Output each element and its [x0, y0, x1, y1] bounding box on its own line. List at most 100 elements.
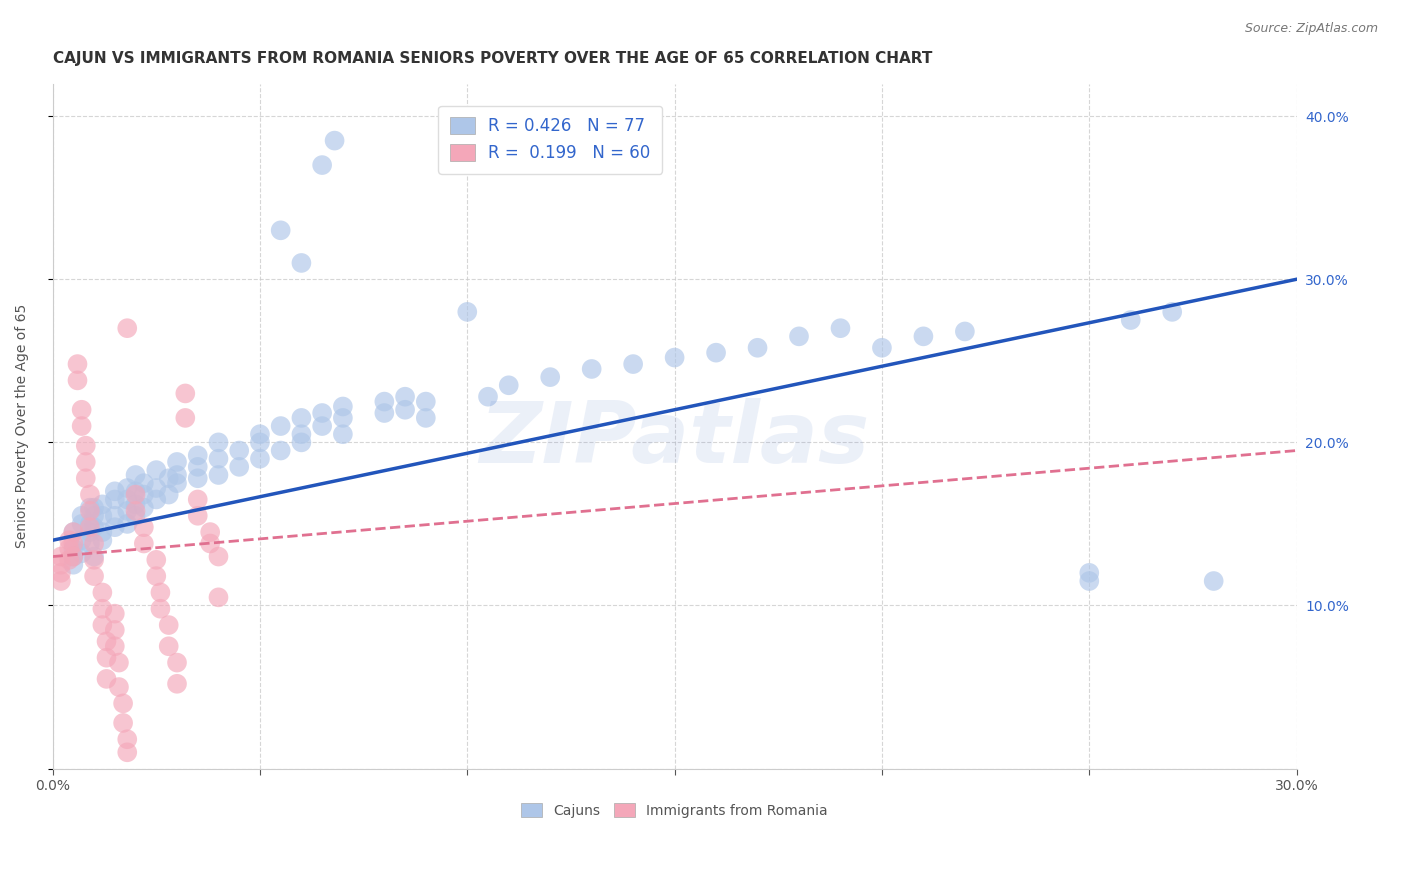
- Point: [104, 484, 127, 499]
- Point: [62, 558, 84, 572]
- Point: [79, 520, 101, 534]
- Point: [332, 411, 354, 425]
- Point: [124, 484, 146, 499]
- Point: [1078, 566, 1101, 580]
- Point: [157, 640, 180, 654]
- Point: [311, 419, 333, 434]
- Point: [373, 394, 395, 409]
- Point: [79, 525, 101, 540]
- Point: [187, 471, 209, 485]
- Point: [145, 481, 167, 495]
- Point: [415, 411, 437, 425]
- Point: [70, 516, 93, 531]
- Point: [49, 549, 72, 564]
- Point: [477, 390, 499, 404]
- Point: [704, 345, 727, 359]
- Point: [58, 541, 80, 556]
- Point: [373, 406, 395, 420]
- Point: [96, 634, 118, 648]
- Point: [228, 443, 250, 458]
- Point: [166, 677, 188, 691]
- Point: [49, 574, 72, 588]
- Point: [157, 471, 180, 485]
- Point: [91, 508, 114, 523]
- Point: [830, 321, 852, 335]
- Point: [132, 476, 155, 491]
- Point: [249, 451, 271, 466]
- Point: [83, 553, 105, 567]
- Point: [132, 536, 155, 550]
- Point: [394, 402, 416, 417]
- Y-axis label: Seniors Poverty Over the Age of 65: Seniors Poverty Over the Age of 65: [15, 304, 30, 549]
- Point: [104, 623, 127, 637]
- Point: [104, 640, 127, 654]
- Point: [117, 516, 139, 531]
- Point: [912, 329, 935, 343]
- Point: [953, 325, 976, 339]
- Point: [187, 508, 209, 523]
- Point: [145, 569, 167, 583]
- Point: [498, 378, 520, 392]
- Point: [187, 459, 209, 474]
- Point: [104, 492, 127, 507]
- Point: [62, 549, 84, 564]
- Point: [394, 390, 416, 404]
- Point: [1119, 313, 1142, 327]
- Point: [96, 650, 118, 665]
- Point: [456, 305, 478, 319]
- Point: [157, 618, 180, 632]
- Point: [323, 134, 346, 148]
- Point: [270, 419, 292, 434]
- Point: [149, 585, 172, 599]
- Point: [96, 672, 118, 686]
- Point: [124, 487, 146, 501]
- Point: [75, 439, 97, 453]
- Point: [198, 536, 221, 550]
- Point: [79, 516, 101, 531]
- Point: [91, 533, 114, 548]
- Point: [145, 492, 167, 507]
- Point: [83, 500, 105, 515]
- Point: [149, 601, 172, 615]
- Text: ZIPatlas: ZIPatlas: [479, 398, 870, 482]
- Point: [332, 400, 354, 414]
- Point: [132, 500, 155, 515]
- Point: [70, 546, 93, 560]
- Point: [108, 680, 131, 694]
- Point: [83, 569, 105, 583]
- Point: [124, 504, 146, 518]
- Point: [124, 497, 146, 511]
- Point: [91, 585, 114, 599]
- Point: [145, 463, 167, 477]
- Point: [747, 341, 769, 355]
- Point: [104, 520, 127, 534]
- Point: [1161, 305, 1184, 319]
- Point: [870, 341, 893, 355]
- Point: [58, 533, 80, 548]
- Point: [249, 435, 271, 450]
- Point: [91, 618, 114, 632]
- Point: [70, 419, 93, 434]
- Point: [91, 525, 114, 540]
- Point: [117, 732, 139, 747]
- Point: [538, 370, 561, 384]
- Point: [70, 508, 93, 523]
- Point: [157, 487, 180, 501]
- Point: [174, 411, 197, 425]
- Point: [166, 656, 188, 670]
- Point: [79, 487, 101, 501]
- Point: [198, 525, 221, 540]
- Legend: Cajuns, Immigrants from Romania: Cajuns, Immigrants from Romania: [516, 797, 834, 823]
- Point: [117, 504, 139, 518]
- Point: [108, 656, 131, 670]
- Point: [117, 492, 139, 507]
- Point: [166, 468, 188, 483]
- Point: [290, 427, 312, 442]
- Point: [79, 500, 101, 515]
- Point: [311, 158, 333, 172]
- Point: [62, 525, 84, 540]
- Point: [83, 536, 105, 550]
- Point: [290, 435, 312, 450]
- Point: [145, 553, 167, 567]
- Point: [132, 487, 155, 501]
